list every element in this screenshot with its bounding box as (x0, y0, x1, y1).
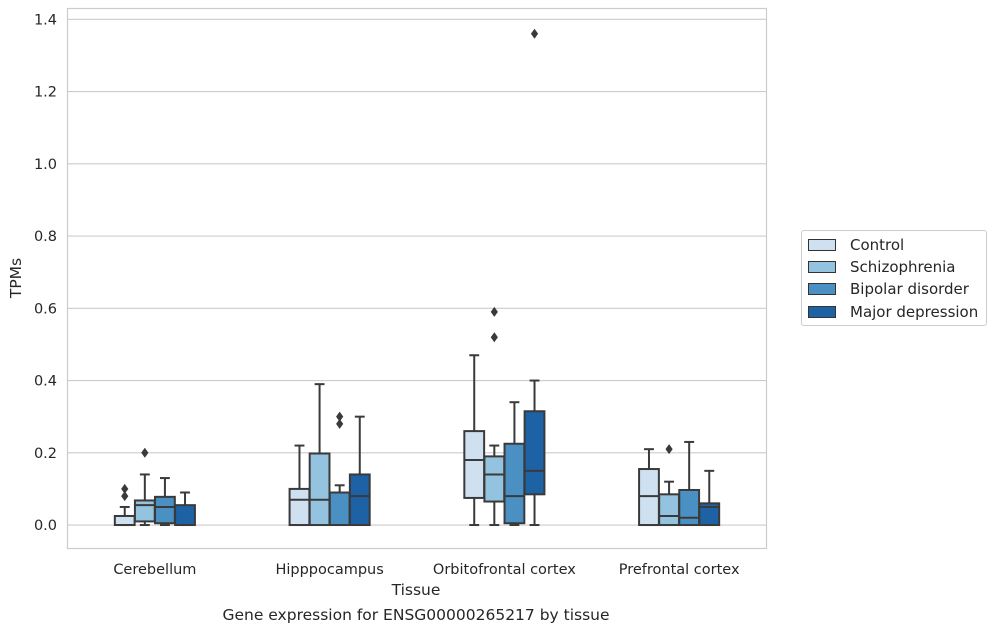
box-rect (698, 502, 721, 527)
box-group (348, 415, 371, 527)
box-rect (658, 493, 680, 527)
box-group (678, 440, 701, 527)
box-group (133, 447, 156, 527)
box-group (658, 444, 680, 527)
legend-item-bipolar-disorder: Bipolar disorder (808, 279, 969, 299)
x-tick-labels: Cerebellum Hipppocampus Orbitofrontal cort… (113, 562, 740, 578)
box-rect (348, 473, 371, 527)
legend-item-schizophrenia: Schizophrenia (808, 257, 955, 277)
legend: Control Schizophrenia Bipolar disorder M… (801, 230, 987, 326)
x-tick-label: Prefrontal cortex (619, 562, 740, 578)
outlier-point (141, 447, 149, 458)
y-tick-label: 0.8 (34, 229, 57, 245)
legend-label: Control (850, 236, 905, 254)
y-tick-label: 1.4 (34, 12, 57, 28)
y-tick-label: 1.2 (34, 85, 57, 101)
x-axis-label: Tissue (391, 581, 441, 599)
box-group (483, 306, 506, 527)
legend-label: Bipolar disorder (850, 280, 969, 298)
x-tick-label: Cerebellum (113, 562, 196, 578)
outlier-point (490, 306, 498, 317)
outlier-point (336, 411, 344, 422)
legend-item-control: Control (808, 235, 904, 255)
box-group (463, 354, 486, 527)
box-group (523, 28, 546, 527)
box-rect (154, 495, 176, 525)
box-group (113, 483, 136, 527)
plot-frame (66, 7, 768, 550)
box-rect (308, 452, 331, 527)
box-rect (174, 504, 196, 527)
box-rect (483, 455, 506, 503)
legend-swatch (808, 239, 836, 251)
outlier-point (121, 491, 129, 502)
box-group (174, 491, 196, 527)
x-tick-label: Hipppocampus (275, 562, 383, 578)
y-tick-label: 0.0 (34, 518, 57, 534)
box-group (638, 448, 660, 527)
y-tick-label: 0.6 (34, 301, 57, 317)
box-marks (113, 28, 721, 527)
box-rect (523, 410, 546, 496)
box-rect (503, 442, 526, 525)
x-tick-label: Orbitofrontal cortex (433, 562, 576, 578)
legend-item-major-depression: Major depression (808, 302, 978, 322)
outlier-point (121, 483, 129, 494)
box-rect (463, 430, 486, 499)
box-group (328, 411, 351, 527)
outlier-point (336, 418, 344, 429)
box-rect (678, 488, 701, 527)
y-tick-labels: 0.0 0.2 0.4 0.6 0.8 1.0 1.2 1.4 (34, 12, 57, 534)
box-rect (328, 491, 351, 527)
legend-swatch (808, 306, 836, 318)
legend-label: Major depression (850, 303, 979, 321)
y-tick-label: 1.0 (34, 157, 57, 173)
legend-swatch (808, 261, 836, 273)
box-rect (113, 514, 136, 527)
box-rect (288, 487, 311, 527)
legend-swatch (808, 283, 836, 295)
legend-label: Schizophrenia (850, 258, 956, 276)
y-axis-label: TPMs (7, 258, 25, 299)
y-tick-label: 0.4 (34, 374, 57, 390)
box-rect (133, 499, 156, 523)
outlier-point (665, 444, 673, 455)
box-group (308, 383, 331, 527)
y-tick-label: 0.2 (34, 446, 57, 462)
outlier-point (490, 332, 498, 343)
outlier-point (530, 28, 539, 39)
box-group (698, 469, 721, 527)
chart-caption: Gene expression for ENSG00000265217 by t… (222, 606, 610, 624)
